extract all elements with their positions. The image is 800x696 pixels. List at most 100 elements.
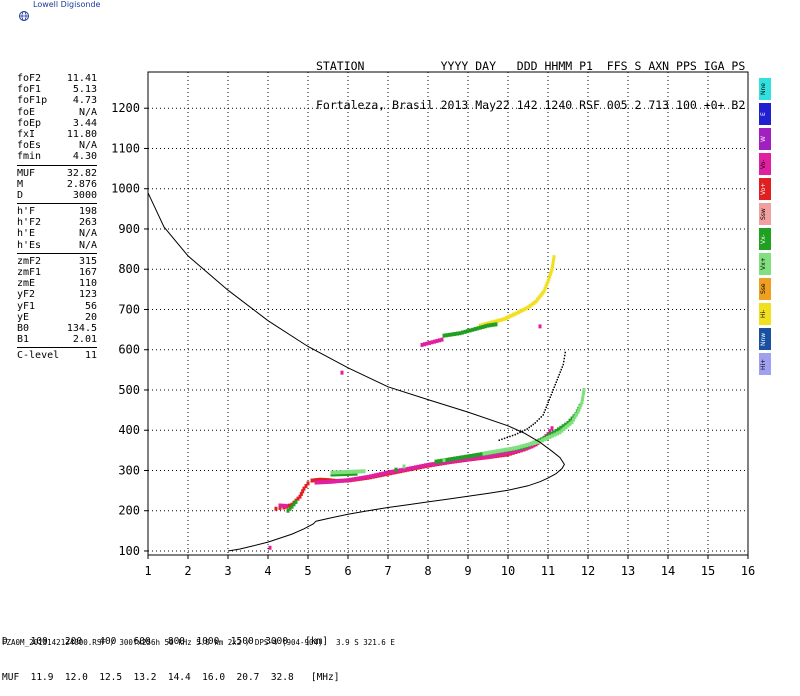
- trace-point: [438, 338, 441, 343]
- trace-point: [321, 477, 325, 482]
- trace-series-5: [478, 255, 556, 328]
- param-label: zmF2: [17, 255, 42, 267]
- param-row: B1 2.01: [17, 334, 97, 345]
- trace-point: [338, 470, 342, 475]
- trace-point: [554, 383, 556, 386]
- trace-point: [302, 486, 306, 491]
- trace-point: [464, 457, 467, 462]
- y-tick-label: 800: [118, 262, 140, 276]
- param-separator: [17, 347, 97, 349]
- param-label: D: [17, 189, 24, 201]
- param-row: MUF 32.82: [17, 168, 97, 179]
- file-info: FZA0M_2013142124000.RSF / 300fx256h 50 k…: [2, 638, 395, 647]
- trace-point: [519, 309, 523, 314]
- legend-item-vo: Vo-: [759, 153, 771, 175]
- trace-point: [502, 317, 506, 322]
- trace-point: [560, 368, 562, 371]
- trace-point: [550, 394, 552, 396]
- legend-item-hi: Hi+: [759, 353, 771, 375]
- trace-point: [551, 264, 554, 269]
- param-label: yE: [17, 311, 30, 323]
- trace-point: [489, 454, 492, 459]
- trace-point: [561, 424, 565, 429]
- trace-point: [274, 506, 278, 511]
- param-value: 4.73: [72, 95, 97, 107]
- trace-point: [577, 407, 581, 412]
- parameter-panel: foF2 11.41 foF1 5.13 foF1p 4.73 foE N/A foEp 3.44…: [17, 73, 97, 362]
- trace-point: [555, 381, 557, 383]
- trace-point: [330, 472, 334, 477]
- trace-point: [335, 470, 339, 475]
- param-value: 110: [78, 278, 97, 290]
- trace-point: [436, 461, 440, 466]
- param-label: B0: [17, 322, 30, 334]
- trace-point: [445, 457, 449, 462]
- trace-point: [317, 480, 321, 485]
- param-label: foF2: [17, 73, 42, 84]
- trace-point: [515, 449, 519, 454]
- trace-point: [346, 469, 350, 474]
- trace-point: [374, 473, 377, 478]
- trace-point: [575, 412, 578, 417]
- trace-point: [404, 467, 407, 472]
- trace-point: [544, 284, 548, 289]
- x-tick-label: 15: [701, 564, 715, 578]
- param-label: foF1p: [17, 95, 48, 107]
- trace-point: [322, 480, 326, 485]
- trace-point: [535, 440, 539, 445]
- trace-point: [517, 445, 521, 450]
- trace-point: [528, 426, 530, 429]
- trace-point: [527, 442, 531, 447]
- trace-point: [553, 386, 555, 388]
- trace-point: [559, 425, 563, 430]
- trace-point: [547, 276, 551, 281]
- trace-point: [456, 458, 460, 463]
- trace-point: [541, 438, 544, 443]
- y-tick-label: 400: [118, 423, 140, 437]
- trace-point: [362, 469, 366, 474]
- trace-point: [564, 351, 566, 354]
- trace-point: [333, 470, 337, 475]
- legend-label: Ssw: [760, 208, 767, 220]
- trace-point: [446, 460, 450, 465]
- trace-point: [532, 423, 534, 426]
- trace-point: [444, 460, 447, 465]
- trace-point: [359, 469, 363, 474]
- trace-point: [356, 476, 360, 481]
- trace-point: [421, 463, 425, 468]
- trace-point: [439, 458, 443, 463]
- trace-point: [430, 340, 434, 345]
- trace-point: [514, 433, 516, 436]
- legend-item-ssw: Ssw: [759, 203, 771, 225]
- trace-point: [509, 450, 513, 455]
- param-value: 11: [84, 350, 97, 362]
- trace-point: [471, 456, 475, 461]
- axis-ticks: 1 2 3 4 5 6 7 8 9 10 11 12 13 14 15 1610020030040050060…: [111, 101, 755, 578]
- trace-point: [428, 340, 431, 345]
- trace-point: [474, 453, 478, 458]
- trace-point: [314, 480, 318, 485]
- trace-point: [554, 429, 558, 434]
- param-value: 315: [78, 255, 97, 267]
- trace-point: [561, 366, 563, 368]
- trace-point: [483, 324, 487, 329]
- trace-point: [484, 321, 488, 326]
- y-tick-label: 600: [118, 343, 140, 357]
- param-value: 3.44: [72, 117, 97, 129]
- trace-point: [330, 470, 334, 475]
- trace-point: [548, 274, 552, 279]
- x-tick-label: 8: [424, 564, 431, 578]
- param-row: zmF2 315: [17, 256, 97, 267]
- param-row: h'F 198: [17, 206, 97, 217]
- trace-point: [545, 281, 549, 286]
- trace-point: [539, 293, 543, 298]
- trace-point: [451, 459, 455, 464]
- trace-point: [568, 418, 572, 423]
- trace-point: [538, 324, 542, 329]
- legend-label: Vo+: [760, 182, 767, 196]
- param-value: 5.13: [72, 84, 97, 96]
- param-label: yF2: [17, 289, 36, 301]
- trace-point: [333, 479, 337, 484]
- trace-point: [499, 452, 502, 457]
- y-tick-label: 1100: [111, 141, 140, 155]
